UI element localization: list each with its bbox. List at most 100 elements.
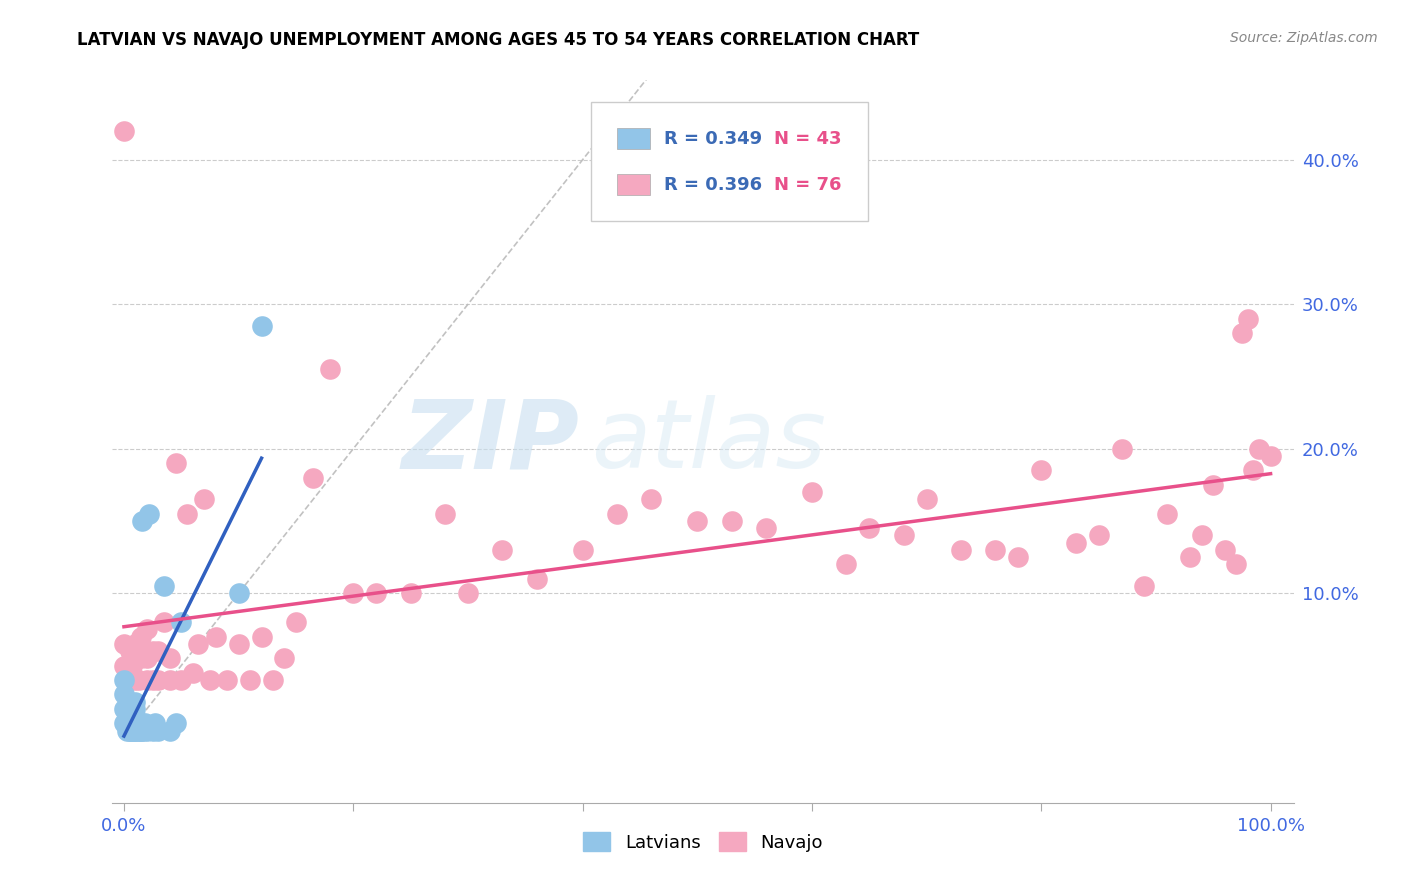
Point [124,723,146,738]
Text: atlas: atlas [591,395,825,488]
Bar [617,128,650,149]
Point [457,586,479,600]
Point [118,702,141,716]
Point [148,673,170,687]
Point [319,362,342,376]
Point [366,586,388,600]
Point [181,665,204,680]
Text: N = 76: N = 76 [773,176,841,194]
Point [526,572,548,586]
Point [1031,463,1053,477]
Point [118,723,141,738]
Point [128,716,150,731]
Point [1213,542,1236,557]
Point [153,615,176,630]
Point [112,124,135,138]
Point [129,723,152,738]
Point [127,723,149,738]
Point [399,586,422,600]
Point [135,623,157,637]
Point [128,673,150,687]
Point [434,507,457,521]
Point [1007,550,1029,565]
Point [122,716,145,731]
Point [1249,442,1271,456]
Point [124,716,146,731]
Point [134,716,156,731]
Point [135,651,157,665]
Point [1191,528,1213,542]
Point [239,673,262,687]
Point [250,630,273,644]
Point [342,586,364,600]
Point [132,723,155,738]
Point [1133,579,1156,593]
Point [1202,478,1225,492]
Point [143,716,166,731]
Text: N = 43: N = 43 [773,129,841,147]
Point [176,507,198,521]
Point [170,615,193,630]
Point [606,507,628,521]
Point [112,687,135,701]
Point [135,673,157,687]
Point [228,586,250,600]
Point [720,514,742,528]
Point [1180,550,1202,565]
Point [217,673,239,687]
Point [686,514,709,528]
Point [159,723,181,738]
Point [138,507,160,521]
Point [1225,558,1247,572]
Point [193,492,215,507]
Point [1064,535,1087,549]
Point [112,637,135,651]
Point [228,637,250,651]
Point [1230,326,1253,340]
Point [165,456,187,470]
Point [153,579,176,593]
Point [117,723,139,738]
Point [284,615,307,630]
Point [118,673,141,687]
Point [159,651,181,665]
Point [1236,311,1258,326]
Point [121,716,143,731]
Text: ZIP: ZIP [401,395,579,488]
Point [121,723,143,738]
Point [129,651,152,665]
Point [571,542,593,557]
Point [915,492,938,507]
Point [118,644,141,658]
Point [198,673,221,687]
Point [148,644,170,658]
Point [131,514,153,528]
Point [120,723,142,738]
Point [124,695,146,709]
Point [1241,463,1264,477]
Point [118,716,141,731]
Point [1156,507,1178,521]
Point [122,716,145,731]
Point [640,492,662,507]
Point [165,716,187,731]
Point [262,673,284,687]
Text: R = 0.396: R = 0.396 [664,176,762,194]
Point [124,651,146,665]
Point [129,630,152,644]
Point [491,542,513,557]
Point [1087,528,1109,542]
Point [121,709,143,723]
Point [120,716,142,731]
Text: LATVIAN VS NAVAJO UNEMPLOYMENT AMONG AGES 45 TO 54 YEARS CORRELATION CHART: LATVIAN VS NAVAJO UNEMPLOYMENT AMONG AGE… [77,31,920,49]
Point [112,658,135,673]
Point [1260,449,1282,463]
Text: R = 0.349: R = 0.349 [664,129,762,147]
Point [250,318,273,333]
Point [129,723,152,738]
Bar [617,175,650,194]
Point [135,723,157,738]
Text: 100.0%: 100.0% [1237,817,1305,835]
Point [949,542,972,557]
Legend: Latvians, Navajo: Latvians, Navajo [576,825,830,859]
